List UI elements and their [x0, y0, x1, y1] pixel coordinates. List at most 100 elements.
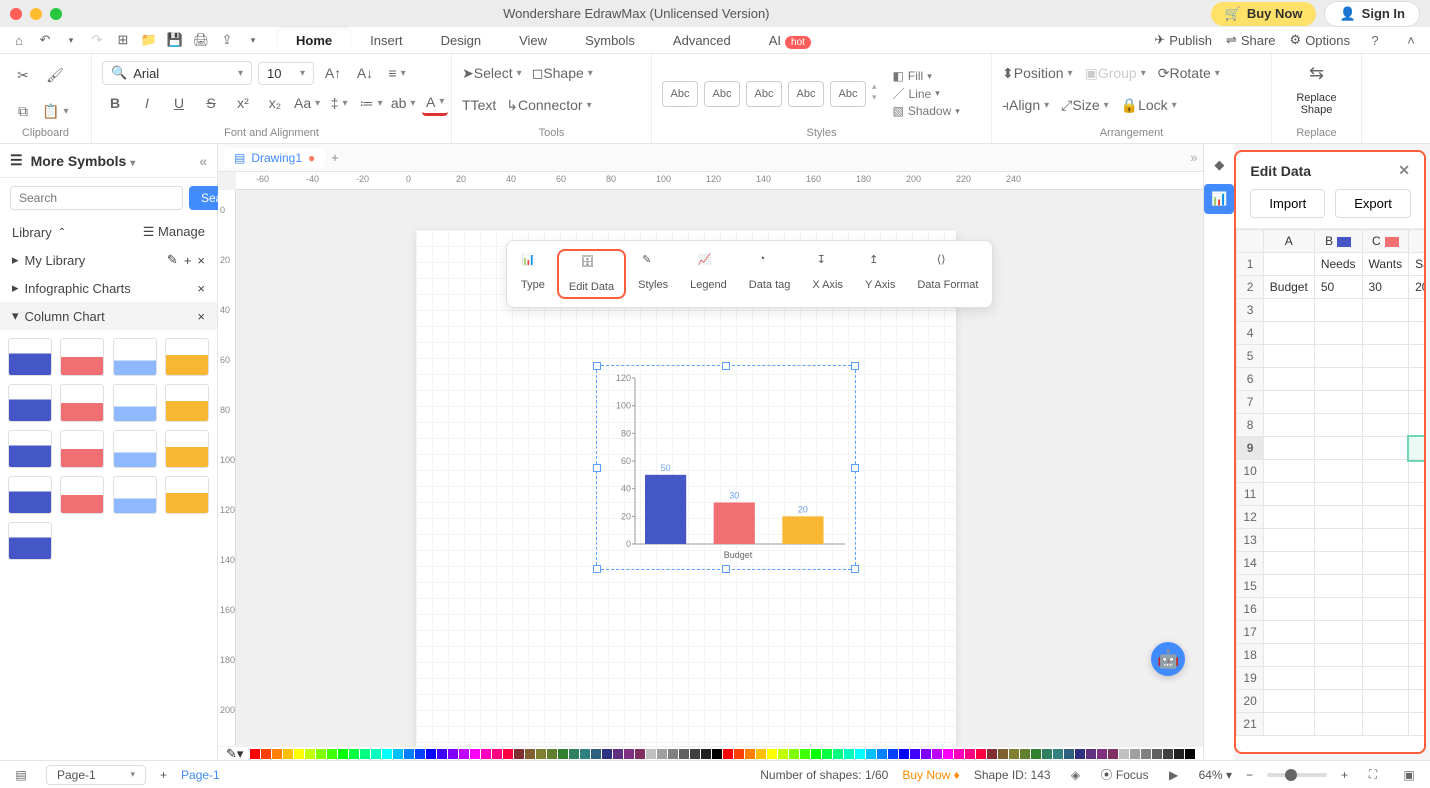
sheet-cell[interactable]: [1263, 713, 1314, 736]
undo-caret-icon[interactable]: ▾: [60, 29, 82, 51]
sheet-cell[interactable]: [1409, 414, 1424, 437]
tab-home[interactable]: Home: [278, 29, 350, 52]
shape-tool[interactable]: ◻ Shape: [532, 60, 593, 86]
increase-font-button[interactable]: A↑: [320, 60, 346, 86]
window-controls[interactable]: [10, 8, 62, 20]
manage-button[interactable]: ☰ Manage: [143, 224, 205, 240]
sheet-cell[interactable]: [1263, 322, 1314, 345]
maximize-window-icon[interactable]: [50, 8, 62, 20]
sheet-cell[interactable]: [1362, 690, 1409, 713]
sheet-cell[interactable]: [1362, 414, 1409, 437]
layers-icon[interactable]: ◈: [1065, 764, 1087, 786]
colour-swatch[interactable]: [833, 749, 843, 759]
colour-swatch[interactable]: [756, 749, 766, 759]
colour-swatch[interactable]: [943, 749, 953, 759]
minimize-window-icon[interactable]: [30, 8, 42, 20]
sheet-cell[interactable]: [1314, 368, 1362, 391]
colour-swatch[interactable]: [536, 749, 546, 759]
open-icon[interactable]: 📁: [138, 29, 160, 51]
style-gallery[interactable]: Abc Abc Abc Abc Abc ▴ ▾: [662, 81, 877, 107]
more-tabs-icon[interactable]: »: [1190, 150, 1197, 165]
decrease-font-button[interactable]: A↓: [352, 60, 378, 86]
sheet-cell[interactable]: [1263, 391, 1314, 414]
chart-thumb[interactable]: [165, 338, 209, 376]
colour-swatch[interactable]: [602, 749, 612, 759]
colour-swatch[interactable]: [1064, 749, 1074, 759]
colour-swatch[interactable]: [1053, 749, 1063, 759]
bold-button[interactable]: B: [102, 90, 128, 116]
sheet-cell[interactable]: [1409, 690, 1424, 713]
redo-icon[interactable]: ↷: [86, 29, 108, 51]
select-tool[interactable]: ➤ Select: [462, 60, 522, 86]
sheet-cell[interactable]: [1263, 506, 1314, 529]
row-header[interactable]: 11: [1237, 483, 1263, 506]
superscript-button[interactable]: x²: [230, 90, 256, 116]
replace-shape-button[interactable]: ⇆: [1304, 60, 1330, 86]
strikethrough-button[interactable]: S: [198, 90, 224, 116]
publish-button[interactable]: ✈ Publish: [1154, 32, 1212, 48]
qa-caret-icon[interactable]: ▾: [242, 29, 264, 51]
chart-thumb[interactable]: [8, 476, 52, 514]
colour-swatch[interactable]: [1097, 749, 1107, 759]
chart-thumb[interactable]: [113, 476, 157, 514]
style-swatch-4[interactable]: Abc: [788, 81, 824, 107]
colour-swatch[interactable]: [789, 749, 799, 759]
colour-swatch[interactable]: [569, 749, 579, 759]
colour-swatch[interactable]: [855, 749, 865, 759]
row-header[interactable]: 1: [1237, 253, 1263, 276]
sheet-cell[interactable]: [1263, 299, 1314, 322]
row-header[interactable]: 9: [1237, 437, 1263, 460]
sheet-cell[interactable]: [1263, 575, 1314, 598]
sheet-cell[interactable]: [1314, 713, 1362, 736]
row-header[interactable]: 13: [1237, 529, 1263, 552]
sheet-cell[interactable]: [1362, 322, 1409, 345]
colour-swatch[interactable]: [437, 749, 447, 759]
sheet-cell[interactable]: [1409, 621, 1424, 644]
colour-swatch[interactable]: [778, 749, 788, 759]
left-panel-title[interactable]: More Symbols: [31, 153, 136, 169]
fit-page-icon[interactable]: ⛶: [1362, 764, 1384, 786]
colour-swatch[interactable]: [899, 749, 909, 759]
column-chart-row[interactable]: ▾Column Chart ×: [0, 302, 217, 330]
sheet-cell[interactable]: [1409, 345, 1424, 368]
colour-swatch[interactable]: [888, 749, 898, 759]
subscript-button[interactable]: x₂: [262, 90, 288, 116]
colour-swatch[interactable]: [657, 749, 667, 759]
colour-swatch[interactable]: [734, 749, 744, 759]
play-icon[interactable]: ▶: [1163, 764, 1185, 786]
colour-swatch[interactable]: [525, 749, 535, 759]
row-header[interactable]: 15: [1237, 575, 1263, 598]
style-swatch-5[interactable]: Abc: [830, 81, 866, 107]
colour-swatch[interactable]: [635, 749, 645, 759]
sheet-cell[interactable]: [1409, 552, 1424, 575]
chart-thumb[interactable]: [60, 384, 104, 422]
colour-swatch[interactable]: [272, 749, 282, 759]
rotate-button[interactable]: ⟳ Rotate: [1158, 60, 1220, 86]
colour-swatch[interactable]: [261, 749, 271, 759]
row-header[interactable]: 3: [1237, 299, 1263, 322]
pages-icon[interactable]: ▤: [10, 764, 32, 786]
colour-swatch[interactable]: [1130, 749, 1140, 759]
sheet-cell[interactable]: 30: [1362, 276, 1409, 299]
sheet-cell[interactable]: [1409, 299, 1424, 322]
close-column-chart-icon[interactable]: ×: [197, 309, 205, 324]
chart-thumb[interactable]: [8, 338, 52, 376]
sign-in-button[interactable]: 👤 Sign In: [1324, 1, 1420, 27]
sheet-cell[interactable]: [1362, 667, 1409, 690]
colour-swatch[interactable]: [844, 749, 854, 759]
colour-swatch[interactable]: [558, 749, 568, 759]
sheet-cell[interactable]: [1314, 299, 1362, 322]
sheet-cell[interactable]: [1314, 552, 1362, 575]
sheet-cell[interactable]: Savings: [1409, 253, 1424, 276]
style-swatch-1[interactable]: Abc: [662, 81, 698, 107]
colour-swatch[interactable]: [910, 749, 920, 759]
sheet-cell[interactable]: [1409, 667, 1424, 690]
row-header[interactable]: 16: [1237, 598, 1263, 621]
tab-ai[interactable]: AIhot: [751, 29, 829, 52]
row-header[interactable]: 18: [1237, 644, 1263, 667]
status-buy-now[interactable]: Buy Now ♦: [902, 768, 960, 782]
sheet-cell[interactable]: [1314, 575, 1362, 598]
sheet-cell[interactable]: [1314, 437, 1362, 460]
fill-button[interactable]: ◧Fill▾: [893, 69, 960, 83]
colour-swatch[interactable]: [514, 749, 524, 759]
